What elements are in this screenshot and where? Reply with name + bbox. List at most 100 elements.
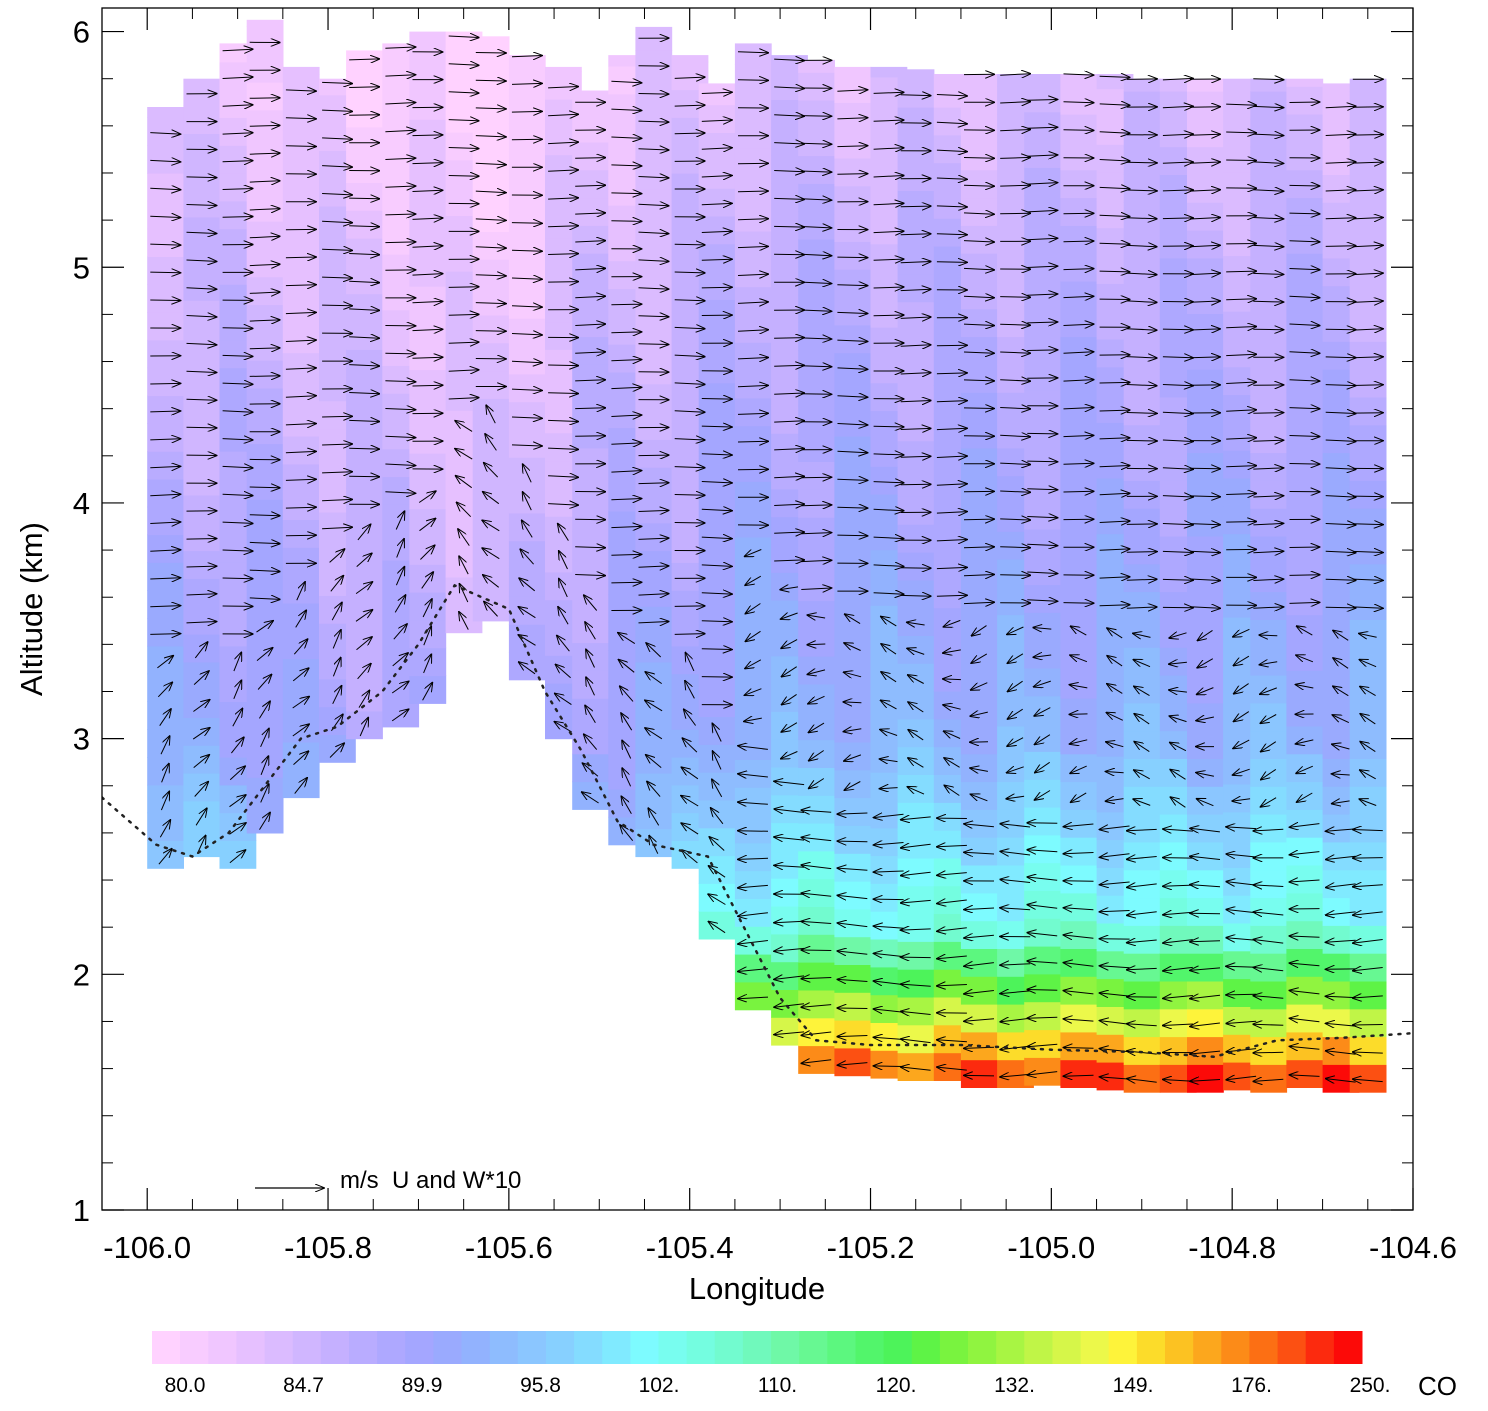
wind-vector: [1353, 858, 1383, 859]
heatmap-cell: [635, 717, 673, 746]
heatmap-cell: [798, 266, 835, 296]
heatmap-cell: [572, 531, 609, 560]
heatmap-cell: [147, 228, 184, 257]
heatmap-cell: [1024, 751, 1061, 780]
heatmap-cell: [183, 189, 221, 218]
heatmap-cell: [834, 825, 872, 854]
wind-vector: [638, 94, 669, 95]
heatmap-cell: [1060, 114, 1098, 143]
heatmap-cell: [1250, 424, 1288, 454]
heatmap-cell: [1187, 508, 1224, 537]
heatmap-cell: [246, 19, 284, 27]
heatmap-cell: [1123, 786, 1161, 815]
heatmap-cell: [1286, 475, 1324, 504]
x-tick-label: -104.8: [1188, 1230, 1276, 1265]
wind-vector: [801, 394, 831, 395]
wind-vector: [249, 376, 280, 377]
wind-vector: [1325, 607, 1356, 608]
heatmap-cell: [1060, 141, 1098, 171]
heatmap-cell: [1060, 253, 1098, 282]
heatmap-cell: [472, 36, 510, 66]
wind-vector: [737, 80, 768, 81]
heatmap-cell: [572, 114, 609, 143]
wind-vector: [1126, 524, 1157, 525]
wind-vector: [963, 519, 994, 520]
wind-vector: [1027, 990, 1058, 991]
wind-vector: [1190, 913, 1221, 914]
colorbar-swatch: [405, 1331, 434, 1364]
heatmap-cell: [572, 586, 609, 616]
heatmap-cell: [1060, 447, 1098, 477]
heatmap-cell: [572, 225, 609, 254]
colorbar-label: CO: [1418, 1371, 1457, 1401]
wind-vector: [1064, 1048, 1094, 1049]
heatmap-cell: [147, 729, 184, 758]
wind-vector: [701, 399, 732, 400]
heatmap-cell: [671, 55, 709, 63]
heatmap-cell: [508, 179, 546, 208]
heatmap-cell: [798, 99, 835, 129]
heatmap-cell: [897, 802, 935, 831]
heatmap-cell: [409, 425, 447, 454]
heatmap-cell: [246, 109, 284, 139]
heatmap-cell: [1286, 169, 1324, 199]
heatmap-cell: [897, 273, 935, 303]
heatmap-cell: [282, 658, 320, 687]
heatmap-cell: [834, 519, 872, 548]
heatmap-cell: [282, 102, 320, 131]
heatmap-cell: [1187, 786, 1224, 815]
heatmap-cell: [897, 969, 935, 998]
heatmap-cell: [734, 119, 772, 149]
heatmap-cell: [1250, 535, 1288, 565]
heatmap-cell: [183, 161, 221, 190]
heatmap-cell: [572, 725, 609, 755]
colorbar-swatch: [517, 1331, 547, 1364]
heatmap-cell: [1187, 563, 1224, 593]
colorbar-tick-label: 132.: [994, 1374, 1035, 1397]
heatmap-cell: [346, 238, 383, 267]
heatmap-cell: [834, 157, 872, 187]
wind-vector: [873, 315, 904, 316]
heatmap-cell: [1349, 619, 1387, 648]
heatmap-cell: [635, 745, 673, 774]
heatmap-cell: [834, 686, 872, 715]
heatmap-cell: [608, 55, 646, 67]
heatmap-cell: [834, 547, 872, 576]
heatmap-cell: [734, 286, 772, 315]
heatmap-cell: [472, 370, 510, 399]
heatmap-cell: [147, 312, 184, 341]
heatmap-cell: [1060, 336, 1098, 365]
heatmap-cell: [1187, 869, 1224, 899]
heatmap-cell: [409, 258, 447, 287]
heatmap-cell: [798, 489, 835, 518]
colorbar-swatch: [264, 1331, 294, 1364]
heatmap-cell: [798, 517, 835, 546]
wind-vector: [1289, 464, 1320, 465]
heatmap-cell: [734, 648, 772, 677]
heatmap-cell: [734, 509, 772, 538]
heatmap-cell: [183, 689, 221, 718]
heatmap-cell: [346, 432, 383, 462]
heatmap-cell: [472, 231, 510, 260]
heatmap-cell: [698, 271, 736, 300]
wind-vector: [837, 257, 867, 258]
wind-vector: [1289, 102, 1320, 103]
heatmap-cell: [1286, 559, 1324, 588]
heatmap-cell: [933, 74, 971, 80]
heatmap-cell: [1250, 396, 1288, 426]
heatmap-cell: [282, 269, 320, 298]
heatmap-cell: [734, 815, 772, 844]
heatmap-cell: [798, 683, 835, 713]
heatmap-cell: [1024, 111, 1061, 141]
heatmap-cell: [1286, 892, 1324, 922]
heatmap-cell: [147, 339, 184, 369]
colorbar-tick-label: 89.9: [402, 1374, 443, 1397]
heatmap-cell: [1060, 559, 1098, 588]
heatmap-cell: [960, 225, 998, 254]
heatmap-cell: [635, 661, 673, 691]
heatmap-cell: [897, 107, 935, 136]
heatmap-cell: [1123, 730, 1161, 759]
wind-vector: [249, 98, 280, 99]
heatmap-cell: [1123, 508, 1161, 537]
heatmap-cell: [1187, 313, 1224, 342]
